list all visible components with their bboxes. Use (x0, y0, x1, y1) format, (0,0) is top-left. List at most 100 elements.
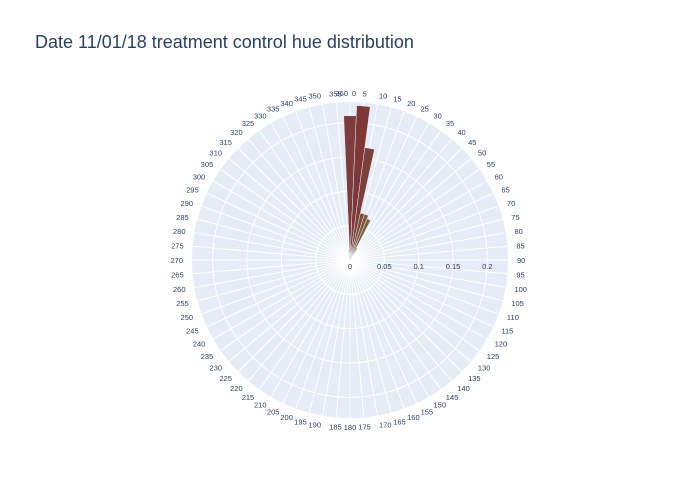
angular-gridline (194, 232, 351, 261)
angular-gridline (349, 259, 508, 275)
angular-tick-label: 285 (176, 213, 189, 222)
angular-gridline (228, 259, 351, 362)
angular-tick-label: 330 (254, 111, 267, 120)
angular-gridline (349, 259, 480, 352)
radial-tick-label: 0.15 (446, 262, 461, 271)
radial-tick-label: 0 (348, 262, 352, 271)
angular-gridline (282, 116, 351, 261)
angular-tick-label: 100 (514, 285, 527, 294)
angular-tick-label: 65 (501, 185, 509, 194)
radial-tick-label: 0.05 (377, 262, 392, 271)
angular-gridline (212, 259, 351, 340)
angular-gridline (228, 158, 351, 261)
angular-gridline (349, 259, 405, 409)
angular-tick-label: 10 (379, 92, 387, 101)
angular-gridline (192, 259, 351, 275)
angular-tick-label: 215 (242, 393, 255, 402)
angular-gridline (220, 259, 351, 352)
angular-tick-label: 250 (181, 313, 194, 322)
angular-gridline (349, 232, 506, 261)
angular-tick-label: 25 (421, 105, 429, 114)
angular-gridline (349, 259, 365, 418)
polar-bar-30 (349, 247, 358, 261)
angular-tick-label: 165 (393, 417, 406, 426)
angular-tick-label: 175 (358, 422, 371, 431)
angular-gridline (220, 168, 351, 261)
angular-tick-label: 340 (280, 99, 293, 108)
angular-tick-label: 140 (457, 384, 470, 393)
angular-tick-label: 315 (219, 138, 232, 147)
angular-gridline (206, 192, 351, 261)
angular-tick-label: 70 (507, 199, 515, 208)
angular-gridline (308, 107, 351, 261)
angular-tick-label: 185 (329, 422, 342, 431)
angular-tick-label: 350 (308, 92, 321, 101)
angular-tick-label: 20 (407, 99, 415, 108)
angular-tick-label: 155 (421, 407, 434, 416)
angular-tick-label: 180 (344, 423, 357, 432)
angular-tick-label: 300 (193, 173, 206, 182)
angular-tick-label: 170 (379, 420, 392, 429)
angular-tick-label: 30 (434, 111, 442, 120)
angular-gridline (194, 259, 351, 288)
angular-gridline (349, 168, 480, 261)
angular-tick-label: 50 (478, 149, 486, 158)
angular-tick-label: 110 (507, 313, 519, 322)
angular-gridline (349, 158, 472, 261)
angular-gridline (201, 205, 351, 261)
angular-tick-label: 115 (501, 327, 513, 336)
angular-gridline (349, 259, 392, 413)
angular-tick-label: 45 (468, 138, 476, 147)
angular-gridline (197, 218, 351, 261)
angular-tick-label: 310 (210, 149, 223, 158)
angular-gridline (349, 259, 418, 404)
angular-tick-label: 230 (210, 363, 223, 372)
angular-gridline (349, 259, 503, 302)
angular-gridline (295, 259, 351, 409)
angular-gridline (349, 259, 463, 373)
angular-gridline (349, 259, 499, 315)
angular-gridline (192, 245, 351, 261)
angular-gridline (335, 102, 351, 261)
angular-tick-label: 265 (171, 271, 184, 280)
angular-tick-label: 345 (294, 95, 307, 104)
angular-tick-label: 60 (495, 173, 503, 182)
angular-gridline (349, 245, 508, 261)
angular-tick-label: 320 (230, 128, 243, 137)
angular-tick-label: 75 (511, 213, 519, 222)
angular-gridline (349, 259, 472, 362)
angular-tick-label: 85 (516, 241, 524, 250)
angular-tick-label: 105 (511, 299, 524, 308)
angular-tick-label: 335 (267, 105, 280, 114)
angular-gridline (248, 138, 351, 261)
angular-gridline (270, 122, 351, 261)
angular-gridline (201, 259, 351, 315)
angular-tick-label: 90 (517, 256, 525, 265)
angular-tick-label: 120 (495, 340, 508, 349)
angular-gridline (258, 259, 351, 390)
angular-gridline (322, 104, 351, 261)
angular-gridline (349, 259, 430, 398)
angular-gridline (308, 259, 351, 413)
angular-tick-label: 200 (280, 413, 293, 422)
angular-gridline (212, 180, 351, 261)
radial-tick-labels: 0 0.05 0.1 0.15 0.2 (348, 262, 493, 271)
angular-gridline (206, 259, 351, 328)
angular-gridline (349, 259, 506, 288)
angular-tick-label: 0 (352, 89, 356, 98)
angular-tick-label: 225 (219, 374, 232, 383)
angular-tick-label: 280 (173, 227, 186, 236)
angular-gridline (349, 259, 488, 340)
angular-gridline (295, 111, 351, 261)
angular-tick-labels: 0 5 10 15 2025303540455055606570758085909510… (170, 89, 526, 432)
angular-tick-label: 35 (446, 119, 454, 128)
angular-gridline (349, 259, 494, 328)
angular-gridline (237, 259, 351, 373)
angular-tick-label: 135 (468, 374, 481, 383)
angular-gridline (335, 259, 351, 418)
angular-tick-label: 245 (186, 327, 199, 336)
angular-gridline (349, 147, 463, 261)
angular-tick-label: 275 (171, 241, 184, 250)
angular-tick-label: 145 (446, 393, 459, 402)
